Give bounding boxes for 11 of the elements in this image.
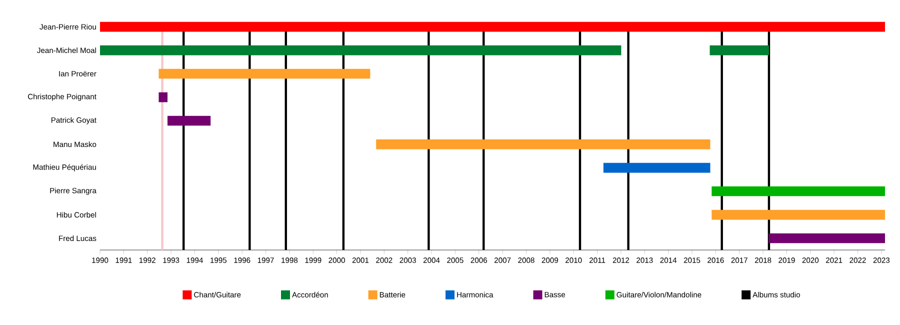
bar bbox=[167, 116, 211, 126]
bar bbox=[712, 186, 886, 196]
bar bbox=[768, 233, 886, 244]
bar bbox=[100, 45, 622, 56]
bar bbox=[158, 92, 168, 102]
bar bbox=[712, 210, 886, 220]
bar bbox=[158, 68, 370, 79]
bar bbox=[100, 22, 886, 32]
bar bbox=[376, 139, 710, 150]
bar bbox=[710, 45, 769, 56]
bar bbox=[603, 162, 710, 173]
